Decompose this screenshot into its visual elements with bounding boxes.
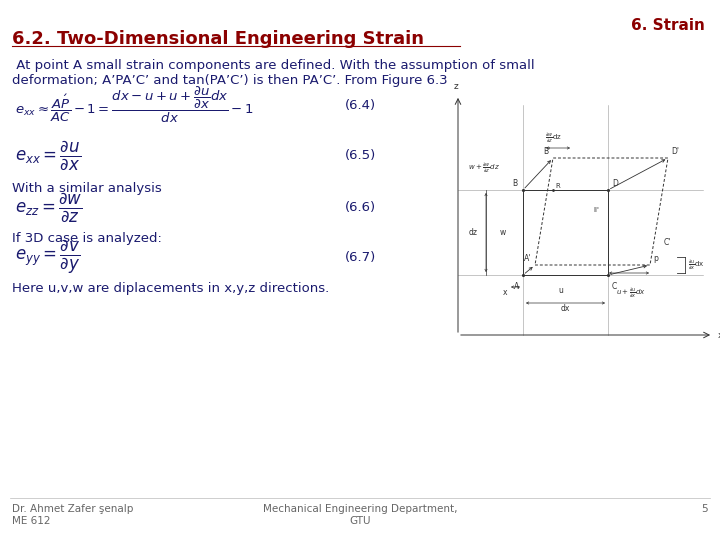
- Text: $e_{zz} = \dfrac{\partial w}{\partial z}$: $e_{zz} = \dfrac{\partial w}{\partial z}…: [15, 190, 83, 224]
- Text: Here u,v,w are diplacements in x,y,z directions.: Here u,v,w are diplacements in x,y,z dir…: [12, 282, 329, 295]
- Text: If 3D case is analyzed:: If 3D case is analyzed:: [12, 232, 162, 245]
- Text: $e_{xx} \approx \dfrac{A\'P}{AC} - 1 = \dfrac{dx - u + u + \dfrac{\partial u}{\p: $e_{xx} \approx \dfrac{A\'P}{AC} - 1 = \…: [15, 85, 254, 125]
- Text: A': A': [523, 254, 531, 263]
- Text: D: D: [612, 179, 618, 188]
- Text: dz: dz: [469, 228, 478, 237]
- Text: z: z: [454, 82, 459, 91]
- Text: $e_{yy} = \dfrac{\partial v}{\partial y}$: $e_{yy} = \dfrac{\partial v}{\partial y}…: [15, 238, 81, 276]
- Text: R: R: [555, 183, 559, 189]
- Text: Mechanical Engineering Department,: Mechanical Engineering Department,: [263, 504, 457, 514]
- Text: Dr. Ahmet Zafer şenalp: Dr. Ahmet Zafer şenalp: [12, 504, 133, 514]
- Text: $u + \frac{\partial u}{\partial x}dx$: $u + \frac{\partial u}{\partial x}dx$: [616, 286, 646, 300]
- Text: (6.7): (6.7): [345, 251, 377, 264]
- Text: II': II': [593, 206, 600, 213]
- Text: x: x: [718, 330, 720, 340]
- Text: GTU: GTU: [349, 516, 371, 526]
- Text: 5: 5: [701, 504, 708, 514]
- Text: deformation; A’PA’C’ and tan(PA’C’) is then PA’C’. From Figure 6.3: deformation; A’PA’C’ and tan(PA’C’) is t…: [12, 74, 448, 87]
- Text: $w + \frac{\partial w}{\partial z}dz$: $w + \frac{\partial w}{\partial z}dz$: [468, 162, 500, 175]
- Text: C: C: [612, 282, 617, 291]
- Text: p: p: [653, 254, 658, 263]
- Text: (6.6): (6.6): [345, 200, 376, 213]
- Text: (6.5): (6.5): [345, 148, 377, 161]
- Text: (6.4): (6.4): [345, 98, 376, 111]
- Text: D': D': [671, 147, 679, 156]
- Text: $\frac{\partial w}{\partial z}$dz: $\frac{\partial w}{\partial z}$dz: [545, 132, 562, 145]
- Text: x: x: [503, 288, 508, 297]
- Text: C': C': [664, 238, 671, 247]
- Text: B': B': [544, 147, 551, 156]
- Text: u: u: [558, 286, 563, 295]
- Text: $e_{xx} = \dfrac{\partial u}{\partial x}$: $e_{xx} = \dfrac{\partial u}{\partial x}…: [15, 138, 81, 172]
- Text: B: B: [512, 179, 517, 188]
- Text: 6.2. Two-Dimensional Engineering Strain: 6.2. Two-Dimensional Engineering Strain: [12, 30, 424, 48]
- Text: $\frac{\partial u}{\partial x}$dx: $\frac{\partial u}{\partial x}$dx: [688, 259, 705, 272]
- Text: w: w: [500, 228, 506, 237]
- Text: At point A small strain components are defined. With the assumption of small: At point A small strain components are d…: [12, 59, 535, 72]
- Text: ME 612: ME 612: [12, 516, 50, 526]
- Text: A: A: [514, 282, 520, 291]
- Text: With a similar analysis: With a similar analysis: [12, 182, 162, 195]
- Text: dx: dx: [561, 304, 570, 313]
- Text: 6. Strain: 6. Strain: [631, 18, 705, 33]
